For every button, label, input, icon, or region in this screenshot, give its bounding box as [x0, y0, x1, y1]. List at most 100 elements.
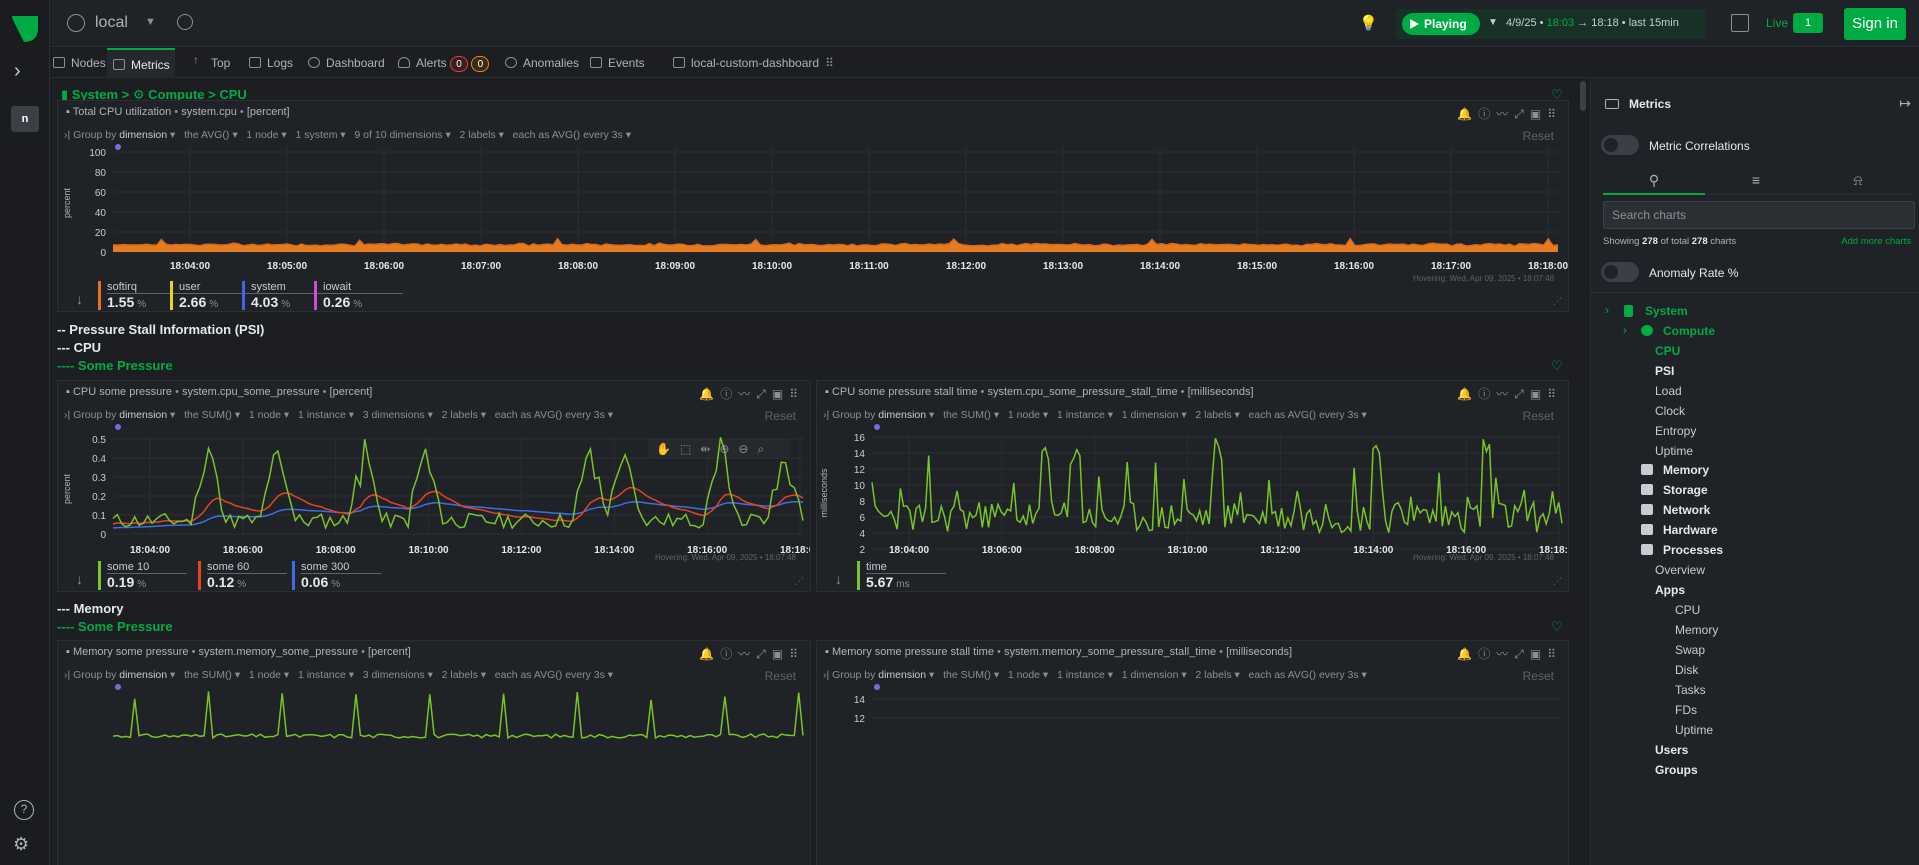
- tree-apps-uptime[interactable]: Uptime: [1675, 723, 1714, 737]
- tab-events[interactable]: Events: [588, 48, 652, 78]
- resize-handle-icon[interactable]: ⋰: [795, 576, 804, 586]
- pan-hand-icon[interactable]: ✋: [656, 442, 680, 456]
- filter-dimensions[interactable]: 9 of 10 dimensions: [354, 129, 443, 141]
- filter-labels[interactable]: 2 labels: [441, 669, 478, 681]
- tab-top[interactable]: ↑ Top: [191, 48, 241, 78]
- tree-apps-disk[interactable]: Disk: [1675, 663, 1699, 677]
- filter-labels[interactable]: 2 labels: [1195, 409, 1232, 421]
- tree-apps-cpu[interactable]: CPU: [1675, 603, 1701, 617]
- filter-time-aggregation[interactable]: each as AVG() every 3s: [512, 129, 623, 141]
- save-icon[interactable]: ▣: [771, 387, 790, 401]
- drag-handle-icon[interactable]: ⠿: [1547, 647, 1562, 661]
- tab-dashboard[interactable]: Dashboard: [306, 48, 392, 78]
- play-dropdown-chevron-icon[interactable]: ▼: [1488, 17, 1498, 28]
- legend-item-system[interactable]: system 4.03%: [242, 281, 331, 310]
- legend-sort-arrow-icon[interactable]: ↓: [76, 291, 83, 307]
- info-icon[interactable]: ⓘ: [1478, 387, 1497, 401]
- filter-group-by[interactable]: ›| Group by dimension ▾: [823, 409, 935, 421]
- tab-filters[interactable]: ≡: [1705, 167, 1807, 195]
- space-avatar[interactable]: n: [11, 106, 39, 132]
- legend-sort-arrow-icon[interactable]: ↓: [76, 571, 83, 587]
- breadcrumb-system[interactable]: System: [71, 87, 119, 102]
- filter-group-by[interactable]: ›| Group by dimension ▾: [64, 409, 176, 421]
- favorite-heart-icon[interactable]: ♡: [1551, 87, 1563, 102]
- annotation-marker[interactable]: [874, 424, 880, 430]
- filter-time-aggregation[interactable]: each as AVG() every 3s: [494, 669, 605, 681]
- chevron-right-icon[interactable]: ›: [1605, 303, 1609, 317]
- filter-group-by[interactable]: ›| Group by dimension ▾: [64, 129, 176, 141]
- live-node-count[interactable]: 1: [1793, 13, 1823, 33]
- tree-system[interactable]: System: [1645, 304, 1688, 318]
- filter-labels[interactable]: 2 labels: [1195, 669, 1232, 681]
- space-name[interactable]: local: [95, 14, 128, 31]
- chevron-right-icon[interactable]: ›: [1623, 323, 1627, 337]
- tree-processes[interactable]: Processes: [1663, 543, 1724, 557]
- info-icon[interactable]: ⓘ: [720, 387, 739, 401]
- drag-handle-icon[interactable]: ⠿: [825, 56, 834, 70]
- tree-groups[interactable]: Groups: [1655, 763, 1698, 777]
- legend-item-softirq[interactable]: softirq 1.55%: [98, 281, 187, 310]
- reset-button[interactable]: Reset: [1522, 669, 1554, 683]
- fullscreen-icon[interactable]: ⤢: [1514, 107, 1530, 121]
- filter-labels[interactable]: 2 labels: [459, 129, 496, 141]
- reset-button[interactable]: Reset: [764, 669, 796, 683]
- filter-aggregation[interactable]: the SUM(): [184, 669, 232, 681]
- info-icon[interactable]: ⓘ: [1478, 647, 1497, 661]
- scrollbar-thumb[interactable]: [1580, 81, 1586, 111]
- tab-nodes[interactable]: Nodes: [51, 48, 107, 78]
- filter-group-by[interactable]: ›| Group by dimension ▾: [823, 669, 935, 681]
- space-settings-icon[interactable]: [177, 14, 193, 30]
- resize-handle-icon[interactable]: ⋰: [1553, 576, 1562, 586]
- tab-alerts[interactable]: ⍾: [1807, 167, 1909, 195]
- legend-item-iowait[interactable]: iowait 0.26%: [314, 281, 403, 310]
- alert-bell-icon[interactable]: 🔔: [1457, 647, 1479, 661]
- sign-in-button[interactable]: Sign in: [1844, 8, 1906, 40]
- drag-handle-icon[interactable]: ⠿: [1547, 387, 1562, 401]
- breadcrumb-cpu[interactable]: CPU: [219, 87, 247, 102]
- drag-handle-icon[interactable]: ⠿: [1547, 107, 1562, 121]
- annotation-marker[interactable]: [115, 424, 121, 430]
- info-icon[interactable]: ⓘ: [720, 647, 739, 661]
- netdata-logo[interactable]: [10, 14, 40, 44]
- anomaly-rate-toggle[interactable]: [1601, 262, 1639, 282]
- tab-local-custom-dashboard[interactable]: local-custom-dashboard ⠿: [671, 48, 841, 78]
- tree-cpu[interactable]: CPU: [1655, 344, 1681, 358]
- fullscreen-icon[interactable]: ⤢: [1514, 647, 1530, 661]
- cpu-chart-plot[interactable]: 100 80 60 40 20 0 percent 18:04:00 18:05:…: [58, 143, 1568, 273]
- chart-type-switch-icon[interactable]: 〰: [738, 647, 757, 661]
- save-icon[interactable]: ▣: [771, 647, 790, 661]
- filter-time-aggregation[interactable]: each as AVG() every 3s: [494, 409, 605, 421]
- tree-apps-swap[interactable]: Swap: [1675, 643, 1706, 657]
- filter-instances[interactable]: 1 instance: [297, 669, 346, 681]
- tree-psi[interactable]: PSI: [1655, 364, 1675, 378]
- filter-dimensions[interactable]: 1 dimension: [1121, 669, 1179, 681]
- annotation-marker[interactable]: [115, 684, 121, 690]
- alert-bell-icon[interactable]: 🔔: [699, 387, 721, 401]
- favorite-heart-icon[interactable]: ♡: [1551, 619, 1563, 634]
- filter-time-aggregation[interactable]: each as AVG() every 3s: [1248, 409, 1359, 421]
- filter-aggregation[interactable]: the SUM(): [184, 409, 232, 421]
- legend-sort-arrow-icon[interactable]: ↓: [835, 571, 842, 587]
- select-zoom-icon[interactable]: ⬚: [679, 442, 701, 456]
- main-scrollbar[interactable]: [1579, 79, 1587, 865]
- collapse-panel-icon[interactable]: ↦: [1899, 95, 1911, 111]
- info-icon[interactable]: ⓘ: [1478, 107, 1497, 121]
- filter-nodes[interactable]: 1 node: [1007, 409, 1041, 421]
- tree-uptime[interactable]: Uptime: [1655, 444, 1694, 458]
- filter-instances[interactable]: 1 system: [295, 129, 338, 141]
- legend-item-user[interactable]: user 2.66%: [170, 281, 259, 310]
- legend-item-some-300[interactable]: some 300 0.06%: [292, 561, 381, 590]
- tree-apps-tasks[interactable]: Tasks: [1675, 683, 1706, 697]
- cpu-some-pressure-plot[interactable]: 0.5 0.4 0.3 0.2 0.1 0 percent 18:04:00 18…: [58, 423, 810, 558]
- tree-network[interactable]: Network: [1663, 503, 1711, 517]
- reset-button[interactable]: Reset: [764, 409, 796, 423]
- zoom-out-icon[interactable]: ⊖: [738, 442, 758, 456]
- tree-hardware[interactable]: Hardware: [1663, 523, 1718, 537]
- filter-instances[interactable]: 1 instance: [1056, 669, 1105, 681]
- save-icon[interactable]: ▣: [1529, 107, 1548, 121]
- alert-bell-icon[interactable]: 🔔: [1457, 387, 1479, 401]
- tree-apps[interactable]: Apps: [1655, 583, 1685, 597]
- alert-bell-icon[interactable]: 🔔: [699, 647, 721, 661]
- legend-item-some-60[interactable]: some 60 0.12%: [198, 561, 287, 590]
- filter-labels[interactable]: 2 labels: [441, 409, 478, 421]
